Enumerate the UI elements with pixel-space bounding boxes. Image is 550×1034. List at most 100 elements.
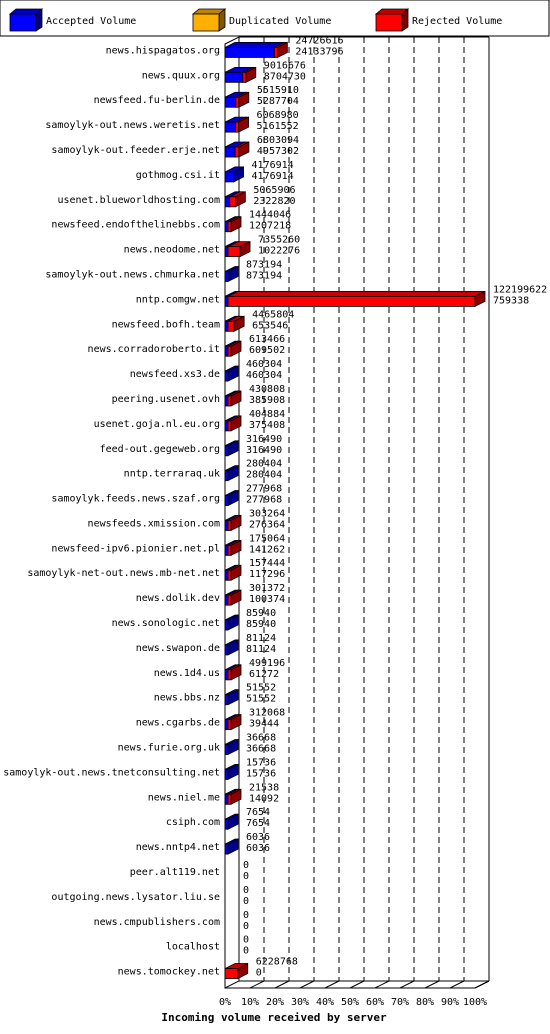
value-label-accepted: 4957302 <box>257 146 299 157</box>
bar-rejected <box>273 41 288 59</box>
x-tick-label: 40% <box>316 997 334 1008</box>
bar-accepted <box>224 838 239 855</box>
bar-accepted <box>224 166 244 183</box>
bars <box>224 41 486 980</box>
category-label: news.swapon.de <box>136 643 220 654</box>
value-label-total: 460304 <box>246 359 282 370</box>
category-label: usenet.goja.nl.eu.org <box>94 419 220 430</box>
value-label-total: 280404 <box>246 459 282 470</box>
value-label-accepted: 653546 <box>252 320 288 331</box>
value-label-total: 499196 <box>249 658 285 669</box>
category-label: peering.usenet.ovh <box>112 394 220 405</box>
bar-rejected <box>235 91 250 108</box>
value-label-accepted: 0 <box>243 871 249 882</box>
x-tick-label: 100% <box>463 997 487 1008</box>
category-label: news.bbs.nz <box>154 693 220 704</box>
value-label-accepted: 609502 <box>249 345 285 356</box>
x-tick-label: 0% <box>219 997 231 1008</box>
category-label: newsfeed-ipv6.pionier.net.pl <box>51 543 220 554</box>
bar-rejected <box>227 664 242 681</box>
value-label-accepted: 4176914 <box>252 171 294 182</box>
bar-rejected <box>242 66 257 83</box>
bar-rejected <box>227 315 245 332</box>
bar-accepted <box>224 465 239 482</box>
value-label-accepted: 1207218 <box>249 221 291 232</box>
x-tick-label: 80% <box>416 997 434 1008</box>
legend-label: Rejected Volume <box>412 16 502 27</box>
value-label-total: 6803094 <box>257 135 299 146</box>
category-label: gothmog.csi.it <box>136 170 220 181</box>
x-tick-label: 30% <box>291 997 309 1008</box>
value-label-total: 404884 <box>249 409 285 420</box>
value-label-total: 0 <box>243 885 249 896</box>
value-label-total: 312068 <box>249 708 285 719</box>
category-label: samoylyk.feeds.news.szaf.org <box>51 494 220 505</box>
value-label-total: 430808 <box>249 384 285 395</box>
category-label: news.nntp4.net <box>136 842 220 853</box>
value-label-total: 0 <box>243 860 249 871</box>
legend-label: Accepted Volume <box>46 16 136 27</box>
value-label-accepted: 36668 <box>246 744 276 755</box>
legend-item: Accepted Volume <box>8 8 136 32</box>
value-label-total: 6228768 <box>256 957 298 968</box>
bar-accepted <box>224 365 239 382</box>
bar-rejected <box>227 240 251 258</box>
bar-accepted <box>224 614 239 631</box>
bar-rejected <box>229 191 246 208</box>
category-label: newsfeed.bofh.team <box>112 319 220 330</box>
value-label-accepted: 61272 <box>249 669 279 680</box>
legend: Accepted Volume Duplicated Volume Rejected… <box>0 0 550 37</box>
category-label: news.1d4.us <box>154 668 220 679</box>
value-label-total: 4465804 <box>252 309 294 320</box>
category-labels: news.hispagatos.org news.quux.org newsfeed… <box>3 45 220 977</box>
category-label: news.tomockey.net <box>118 967 220 978</box>
value-label-total: 303264 <box>249 508 285 519</box>
category-label: localhost <box>166 942 220 953</box>
legend-label: Duplicated Volume <box>229 16 331 27</box>
value-label-accepted: 141262 <box>249 544 285 555</box>
value-label-total: 157444 <box>249 558 285 569</box>
value-label-accepted: 5161552 <box>257 121 299 132</box>
category-label: samoylyk-net-out.news.mb-net.net <box>27 568 220 579</box>
category-label: samoylyk-out.news.weretis.net <box>45 120 220 131</box>
category-label: samoylyk-out.news.chmurka.net <box>45 270 220 281</box>
legend-item: Rejected Volume <box>374 8 502 32</box>
value-label-accepted: 460304 <box>246 370 282 381</box>
bar-rejected <box>234 141 250 158</box>
value-label-accepted: 280404 <box>246 470 282 481</box>
value-label-total: 7355260 <box>258 235 300 246</box>
value-label-accepted: 100374 <box>249 594 285 605</box>
x-tick-label: 50% <box>341 997 359 1008</box>
value-label-total: 0 <box>243 910 249 921</box>
value-label-total: 873194 <box>246 260 282 271</box>
value-label-accepted: 81124 <box>246 644 276 655</box>
value-label-total: 277968 <box>246 484 282 495</box>
category-label: news.cgarbs.de <box>136 718 220 729</box>
bar-accepted <box>224 813 239 830</box>
category-label: news.dolik.dev <box>136 593 220 604</box>
value-label-total: 24726616 <box>295 35 343 46</box>
category-label: samoylyk-out.news.tnetconsulting.net <box>3 767 220 778</box>
legend-item: Duplicated Volume <box>191 8 331 32</box>
value-label-total: 15736 <box>246 757 276 768</box>
value-label-accepted: 51552 <box>246 694 276 705</box>
value-label-total: 1444046 <box>249 210 291 221</box>
value-label-accepted: 2322820 <box>253 196 295 207</box>
bar-rejected <box>227 539 242 556</box>
bar-accepted <box>224 489 239 507</box>
value-label-accepted: 316490 <box>246 445 282 456</box>
value-label-accepted: 0 <box>243 921 249 932</box>
category-label: peer.alt119.net <box>130 867 220 878</box>
value-label-accepted: 0 <box>256 968 262 979</box>
x-axis: 0% 10% 20% 30% 40% 50% 60% 70% 80% 90% 100% <box>219 997 487 1008</box>
category-label: news.cmpublishers.com <box>94 917 220 928</box>
category-label: newsfeed.fu-berlin.de <box>94 95 220 106</box>
category-label: news.hispagatos.org <box>106 45 220 56</box>
category-label: outgoing.news.lysator.liu.se <box>51 892 220 903</box>
bar-rejected <box>227 290 486 308</box>
value-label-accepted: 117296 <box>249 569 285 580</box>
bar-accepted <box>224 763 239 781</box>
value-label-total: 613466 <box>249 334 285 345</box>
